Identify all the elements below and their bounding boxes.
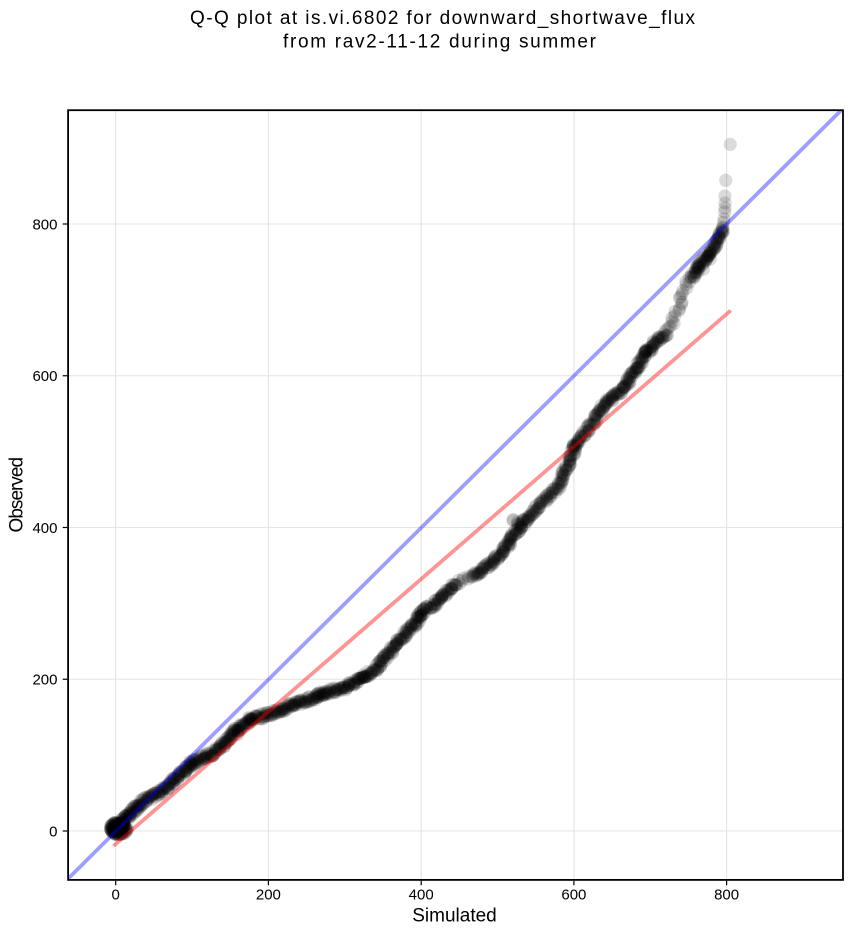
svg-text:0: 0 <box>49 823 57 840</box>
svg-text:Observed: Observed <box>7 457 28 533</box>
svg-text:from rav2-11-12 during summer: from rav2-11-12 during summer <box>283 32 597 53</box>
svg-text:0: 0 <box>112 887 120 904</box>
svg-text:600: 600 <box>561 887 586 904</box>
svg-text:200: 200 <box>256 887 281 904</box>
svg-text:Simulated: Simulated <box>412 905 497 926</box>
svg-text:400: 400 <box>32 520 57 537</box>
svg-text:Q-Q plot at is.vi.6802 for dow: Q-Q plot at is.vi.6802 for downward_shor… <box>190 8 696 29</box>
svg-text:800: 800 <box>32 216 57 233</box>
svg-text:200: 200 <box>32 672 57 689</box>
svg-text:400: 400 <box>409 887 434 904</box>
svg-text:600: 600 <box>32 368 57 385</box>
svg-text:800: 800 <box>714 887 739 904</box>
